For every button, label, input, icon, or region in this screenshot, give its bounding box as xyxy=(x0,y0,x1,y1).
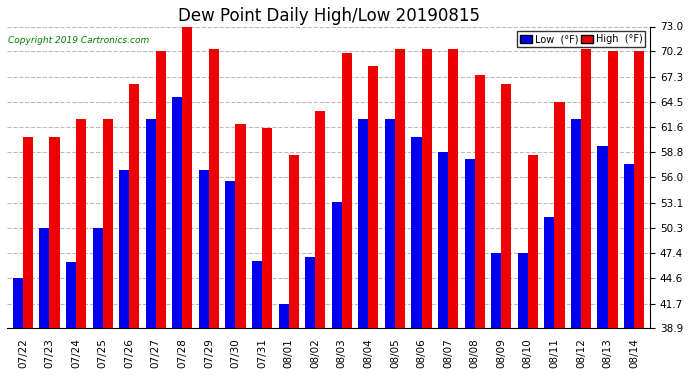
Bar xyxy=(528,155,538,328)
Bar xyxy=(199,170,209,328)
Bar xyxy=(76,120,86,328)
Bar xyxy=(235,124,246,328)
Bar xyxy=(103,120,112,328)
Bar xyxy=(156,51,166,328)
Bar xyxy=(129,84,139,328)
Bar xyxy=(448,49,458,328)
Bar xyxy=(209,49,219,328)
Bar xyxy=(598,146,608,328)
Bar xyxy=(395,49,405,328)
Bar xyxy=(358,120,368,328)
Bar xyxy=(385,120,395,328)
Bar xyxy=(422,49,432,328)
Bar xyxy=(608,51,618,328)
Bar xyxy=(13,278,23,328)
Bar xyxy=(518,253,528,328)
Bar xyxy=(23,137,33,328)
Bar xyxy=(342,53,352,328)
Bar xyxy=(66,262,76,328)
Bar xyxy=(182,27,193,328)
Bar xyxy=(172,98,182,328)
Bar xyxy=(438,152,448,328)
Bar xyxy=(288,155,299,328)
Bar xyxy=(368,66,379,328)
Bar xyxy=(119,170,129,328)
Bar xyxy=(50,137,59,328)
Legend: Low  (°F), High  (°F): Low (°F), High (°F) xyxy=(517,32,645,47)
Bar xyxy=(92,228,103,328)
Bar xyxy=(624,164,634,328)
Bar xyxy=(305,257,315,328)
Bar xyxy=(464,159,475,328)
Bar xyxy=(475,75,485,328)
Title: Dew Point Daily High/Low 20190815: Dew Point Daily High/Low 20190815 xyxy=(177,7,480,25)
Bar xyxy=(252,261,262,328)
Bar xyxy=(634,51,644,328)
Bar xyxy=(279,304,288,328)
Text: Copyright 2019 Cartronics.com: Copyright 2019 Cartronics.com xyxy=(8,36,150,45)
Bar xyxy=(262,128,272,328)
Bar xyxy=(411,137,422,328)
Bar xyxy=(571,120,581,328)
Bar xyxy=(544,217,554,328)
Bar xyxy=(501,84,511,328)
Bar xyxy=(581,49,591,328)
Bar xyxy=(491,253,501,328)
Bar xyxy=(146,120,156,328)
Bar xyxy=(226,182,235,328)
Bar xyxy=(39,228,50,328)
Bar xyxy=(315,111,325,328)
Bar xyxy=(554,102,564,328)
Bar xyxy=(332,202,342,328)
